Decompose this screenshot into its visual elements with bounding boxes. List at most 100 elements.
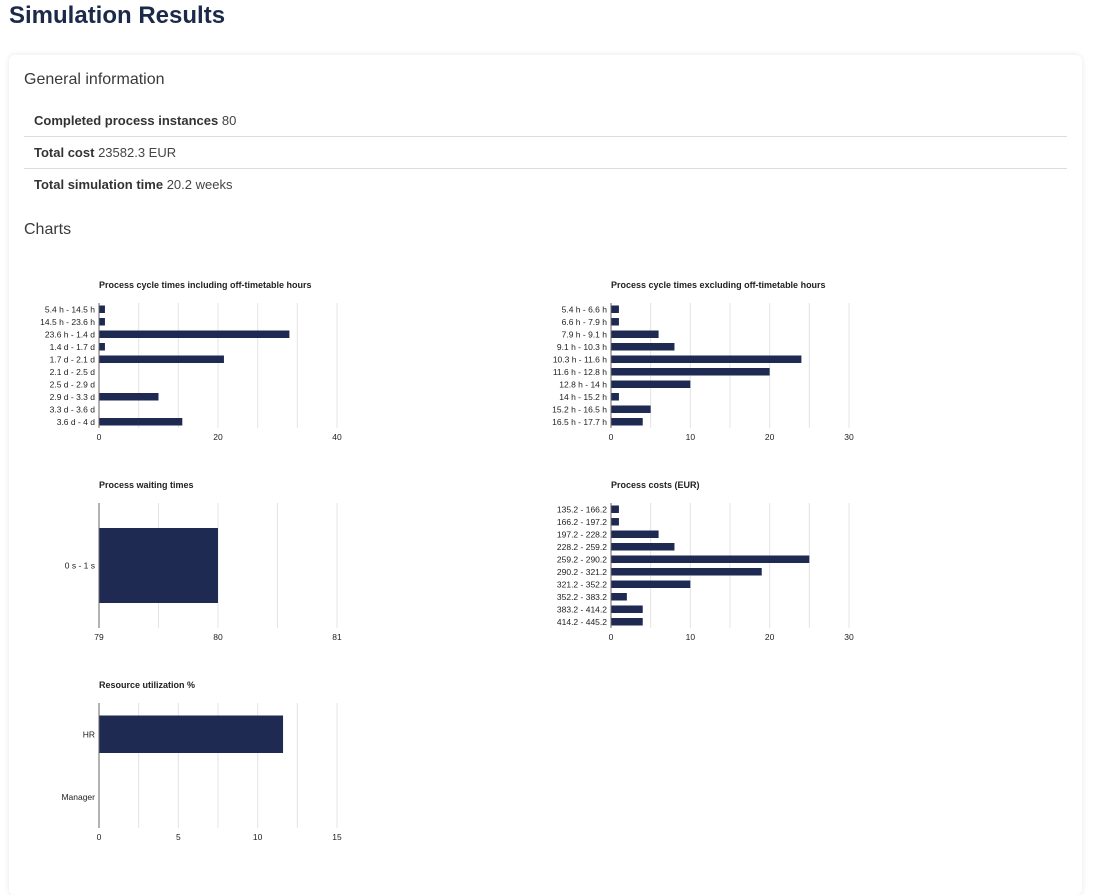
category-label: 15.2 h - 16.5 h <box>552 404 607 414</box>
total-simulation-time-row: Total simulation time 20.2 weeks <box>24 169 1067 200</box>
category-label: 2.5 d - 2.9 d <box>50 379 96 389</box>
tick-label: 30 <box>844 432 854 442</box>
bar <box>611 405 651 413</box>
bar <box>611 368 770 376</box>
bar <box>99 305 105 313</box>
tick-label: 81 <box>332 632 342 642</box>
category-label: 1.4 d - 1.7 d <box>50 342 96 352</box>
category-label: 0 s - 1 s <box>65 561 95 571</box>
waiting-times-chart: Process waiting times 0 s - 1 s 79 80 81 <box>65 480 342 642</box>
category-label: 3.6 d - 4 d <box>57 417 96 427</box>
tick-label: 15 <box>332 832 342 842</box>
bar <box>611 593 627 601</box>
bar <box>611 543 675 551</box>
category-label: 5.4 h - 14.5 h <box>45 304 95 314</box>
chart-title: Process cycle times including off-timeta… <box>99 280 312 290</box>
tick-label: 20 <box>765 432 775 442</box>
tick-label: 0 <box>97 432 102 442</box>
general-information-heading: General information <box>24 71 165 88</box>
bar <box>611 418 643 426</box>
category-label: 23.6 h - 1.4 d <box>45 329 95 339</box>
category-label: 1.7 d - 2.1 d <box>50 354 96 364</box>
process-costs-chart: Process costs (EUR) 135.2 - 166.2 166.2 - … <box>557 480 854 642</box>
bar <box>611 568 762 576</box>
bar <box>611 305 619 313</box>
category-label: 11.6 h - 12.8 h <box>553 367 607 377</box>
resource-utilization-chart: Resource utilization % HR Manager 0 5 10 15 <box>61 680 342 842</box>
bar <box>611 380 691 388</box>
bar <box>611 530 659 538</box>
category-label: 290.2 - 321.2 <box>557 567 607 577</box>
tick-label: 20 <box>765 632 775 642</box>
bar <box>99 318 105 326</box>
results-card: General information Completed process in… <box>9 55 1082 895</box>
bar <box>99 330 290 338</box>
category-label: 352.2 - 383.2 <box>557 592 607 602</box>
info-label: Total cost <box>34 145 95 160</box>
category-label: 414.2 - 445.2 <box>557 617 607 627</box>
category-label: 16.5 h - 17.7 h <box>552 417 607 427</box>
category-label: 228.2 - 259.2 <box>557 542 607 552</box>
tick-label: 0 <box>609 432 614 442</box>
bar <box>611 605 643 613</box>
category-label: 135.2 - 166.2 <box>557 504 607 514</box>
bar <box>611 518 619 526</box>
info-value: 20.2 weeks <box>166 177 233 192</box>
general-info-list: Completed process instances 80 Total cos… <box>24 105 1067 200</box>
chart-title: Process costs (EUR) <box>611 480 700 490</box>
cycle-times-including-chart: Process cycle times including off-timeta… <box>40 280 342 442</box>
bar <box>611 618 643 626</box>
info-value: 80 <box>221 113 237 128</box>
bar <box>611 555 810 563</box>
tick-label: 40 <box>332 432 342 442</box>
tick-label: 20 <box>213 432 223 442</box>
tick-label: 10 <box>686 632 696 642</box>
charts-heading: Charts <box>24 221 72 238</box>
info-value: 23582.3 EUR <box>98 145 177 160</box>
completed-instances-row: Completed process instances 80 <box>24 105 1067 137</box>
page-title: Simulation Results <box>9 2 226 29</box>
category-label: 197.2 - 228.2 <box>557 529 607 539</box>
category-label: Manager <box>61 792 95 802</box>
category-label: 2.9 d - 3.3 d <box>50 392 96 402</box>
category-label: 166.2 - 197.2 <box>557 517 607 527</box>
category-label: HR <box>83 729 95 739</box>
category-label: 2.1 d - 2.5 d <box>50 367 96 377</box>
category-label: 14.5 h - 23.6 h <box>40 317 95 327</box>
bar <box>611 580 691 588</box>
category-label: 10.3 h - 11.6 h <box>553 354 607 364</box>
info-label: Total simulation time <box>34 177 164 192</box>
category-label: 321.2 - 352.2 <box>557 579 607 589</box>
bar <box>99 355 224 363</box>
info-label: Completed process instances <box>34 113 219 128</box>
category-label: 383.2 - 414.2 <box>557 604 607 614</box>
bar <box>611 355 802 363</box>
chart-title: Resource utilization % <box>99 680 195 690</box>
bar <box>611 393 619 401</box>
category-label: 3.3 d - 3.6 d <box>50 404 96 414</box>
tick-label: 0 <box>609 632 614 642</box>
bar <box>99 715 284 753</box>
tick-label: 30 <box>844 632 854 642</box>
category-label: 259.2 - 290.2 <box>557 554 607 564</box>
cycle-times-excluding-chart: Process cycle times excluding off-timeta… <box>552 280 854 442</box>
category-label: 9.1 h - 10.3 h <box>557 342 607 352</box>
bar <box>99 418 183 426</box>
bar <box>611 330 659 338</box>
category-label: 7.9 h - 9.1 h <box>562 329 608 339</box>
category-label: 5.4 h - 6.6 h <box>562 304 608 314</box>
tick-label: 5 <box>176 832 181 842</box>
bar <box>99 393 159 401</box>
bar <box>99 528 218 603</box>
bar <box>611 505 619 513</box>
tick-label: 0 <box>97 832 102 842</box>
tick-label: 79 <box>94 632 104 642</box>
chart-title: Process cycle times excluding off-timeta… <box>611 280 826 290</box>
bar <box>611 343 675 351</box>
tick-label: 10 <box>686 432 696 442</box>
bar <box>99 343 105 351</box>
category-label: 14 h - 15.2 h <box>559 392 607 402</box>
tick-label: 10 <box>253 832 263 842</box>
category-label: 12.8 h - 14 h <box>559 379 607 389</box>
